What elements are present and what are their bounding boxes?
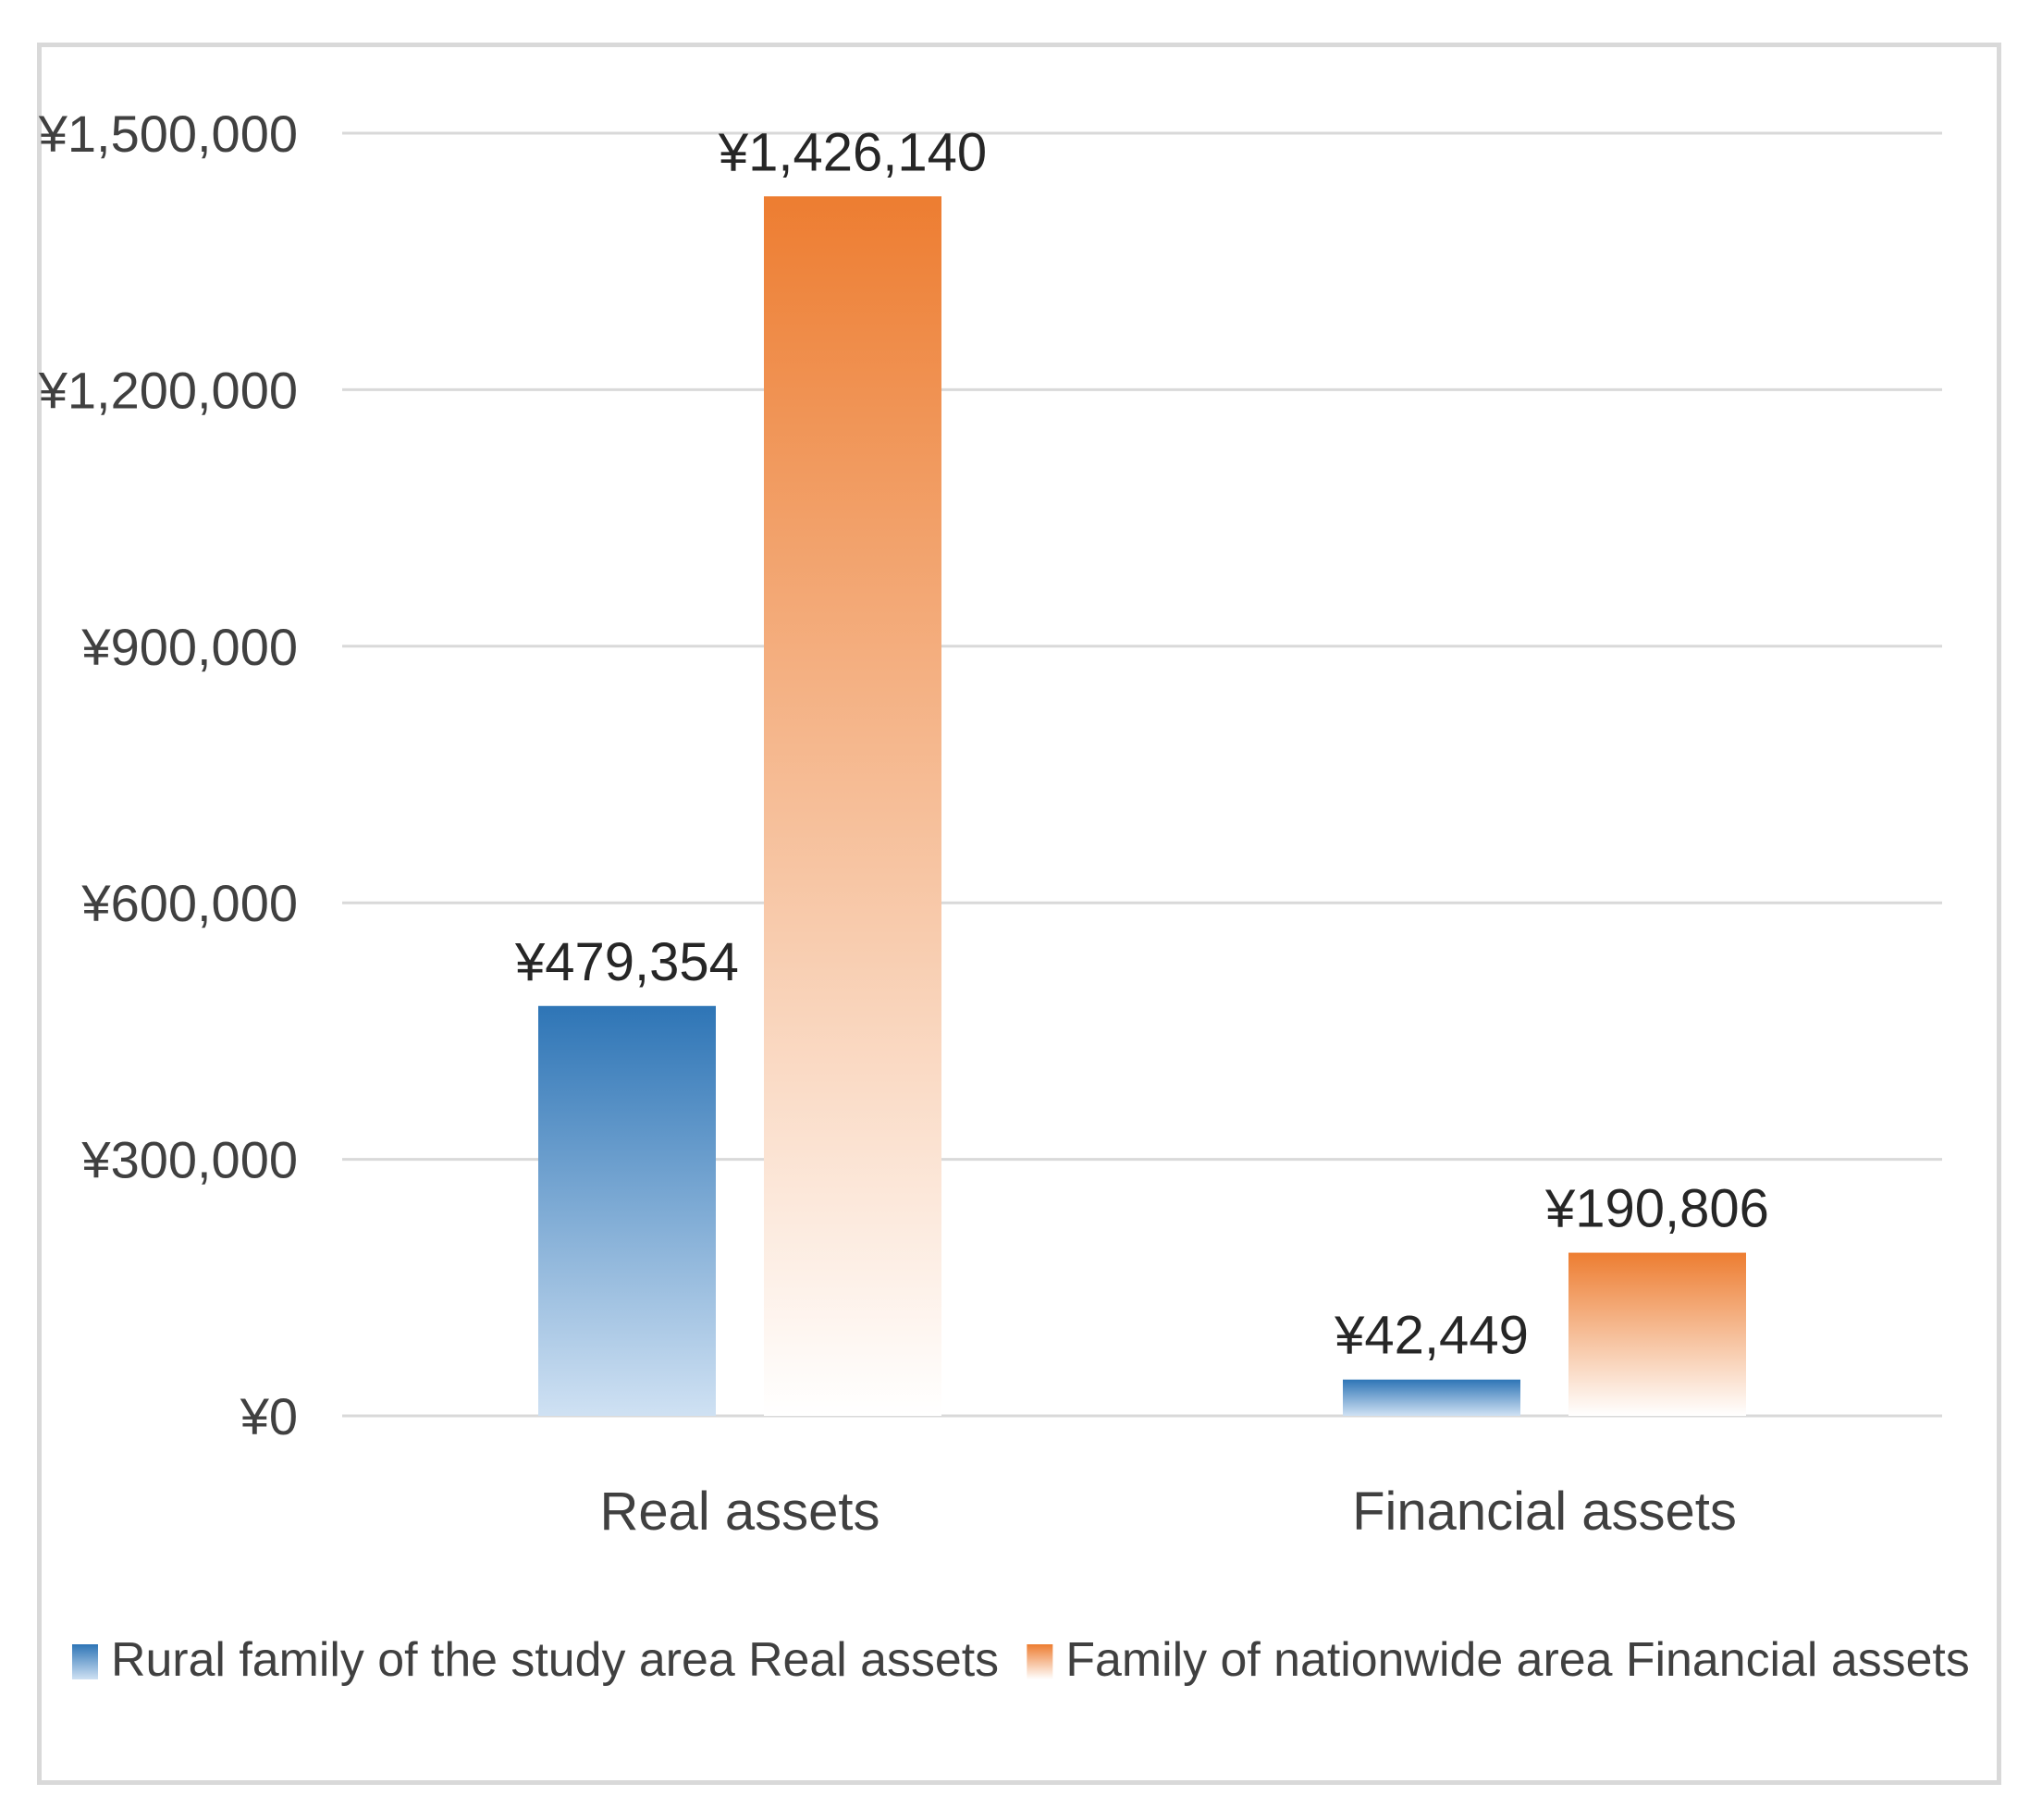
legend-label: Rural family of the study area Real asse… [111,1632,999,1686]
legend: Rural family of the study area Real asse… [71,1632,1970,1686]
data-label: ¥190,806 [1544,1179,1769,1239]
bar-rural-study-area-financial-assets [1343,1379,1520,1416]
x-axis-category-labels: Real assets Financial assets [599,1482,1736,1542]
y-tick-label: ¥600,000 [80,874,298,932]
bar-rural-study-area-real-assets [538,1005,716,1416]
data-label: ¥1,426,140 [718,122,987,182]
legend-swatch [1027,1644,1053,1679]
y-tick-label: ¥1,200,000 [38,361,298,419]
y-tick-label: ¥300,000 [80,1131,298,1189]
legend-label: Family of nationwide area Financial asse… [1065,1632,1969,1686]
legend-item: Rural family of the study area Real asse… [71,1632,999,1686]
bar-nationwide-financial-assets [1568,1252,1746,1416]
y-tick-label: ¥0 [240,1387,298,1445]
category-label: Real assets [599,1482,880,1542]
data-label: ¥479,354 [514,932,739,992]
data-labels: ¥479,354 ¥1,426,140 ¥42,449 ¥190,806 [514,122,1769,1365]
data-label: ¥42,449 [1334,1306,1529,1366]
y-tick-label: ¥1,500,000 [38,105,298,163]
category-label: Financial assets [1352,1482,1737,1542]
bars [538,196,1746,1416]
bar-nationwide-real-assets [764,196,941,1416]
y-axis-tick-labels: ¥0 ¥300,000 ¥600,000 ¥900,000 ¥1,200,000 ¥1,5… [38,105,298,1445]
y-tick-label: ¥900,000 [80,618,298,676]
chart-frame [37,43,2001,1785]
legend-swatch [71,1644,98,1679]
legend-item: Family of nationwide area Financial asse… [1027,1632,1970,1686]
